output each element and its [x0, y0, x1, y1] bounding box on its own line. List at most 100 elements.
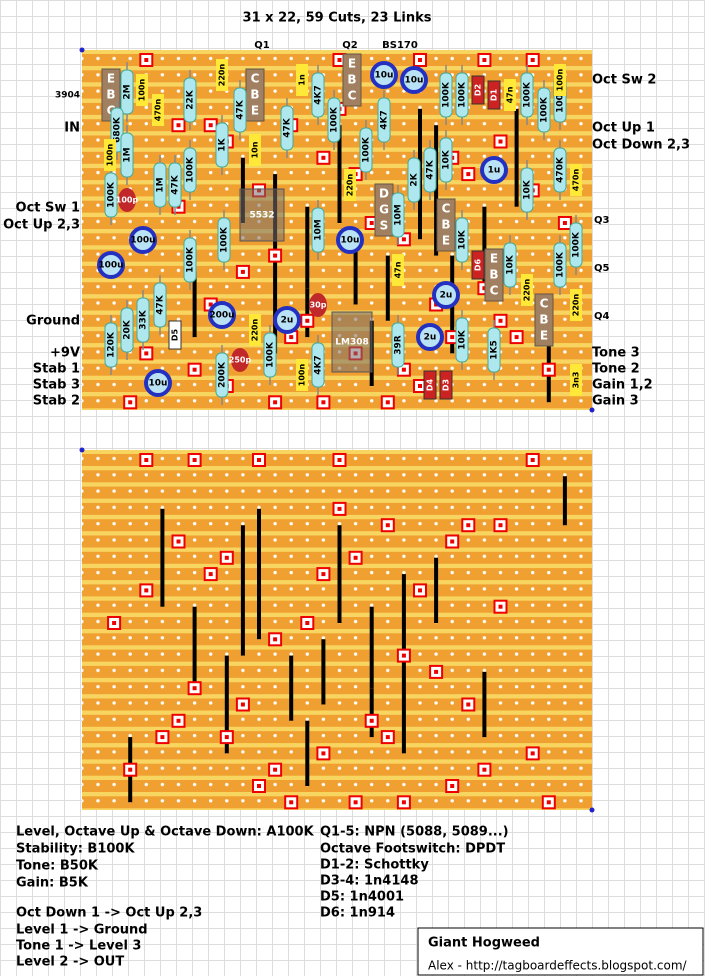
side-label: Tone 3 — [592, 346, 640, 361]
cut-center — [273, 767, 278, 772]
ic-label: 5532 — [249, 211, 274, 221]
ic-label: LM308 — [335, 338, 368, 348]
resistor-label: 100K — [556, 86, 566, 113]
cap-label: 220n — [218, 64, 227, 87]
resistor-label: 470K — [556, 156, 566, 183]
pin-label: B — [106, 88, 115, 102]
resistor-label: 10K — [458, 329, 468, 350]
side-label: +9V — [50, 346, 80, 361]
cut-center — [112, 621, 117, 625]
resistor — [455, 317, 469, 363]
cap-label: 470n — [154, 99, 163, 122]
cut-center — [321, 751, 326, 756]
electrolytic — [129, 226, 157, 254]
film-cap — [249, 134, 261, 166]
diode-label: D6 — [474, 258, 483, 271]
diode — [168, 320, 182, 350]
diode — [423, 370, 437, 400]
pin-label: B — [250, 88, 259, 102]
cut-center — [353, 555, 358, 560]
credit-title: Giant Hogweed — [428, 936, 540, 951]
resistor — [120, 307, 134, 353]
cut-center — [192, 686, 197, 691]
resistor-label: 10K — [523, 179, 533, 200]
resistor-label: 10K — [506, 254, 516, 275]
pin-label: E — [251, 104, 259, 118]
cut-center — [144, 351, 149, 356]
pin-label: C — [348, 89, 357, 103]
cut-center — [450, 784, 455, 788]
side-label: Gain 3 — [592, 394, 639, 409]
resistor-label: 47K — [283, 117, 293, 138]
resistor — [439, 137, 453, 183]
electrolytic-label: 10u — [375, 71, 394, 81]
cut-center — [176, 539, 181, 544]
title: 31 x 22, 59 Cuts, 23 Links — [243, 11, 432, 26]
ceramic-cap — [231, 348, 249, 372]
side-label: Oct Sw 2 — [592, 73, 656, 88]
side-label: Ground — [26, 314, 80, 329]
resistor-label: 4K7 — [380, 110, 390, 130]
cut-center — [401, 800, 406, 805]
film-cap — [554, 64, 566, 96]
cap-label: 47n — [506, 86, 515, 103]
cut-center — [530, 58, 535, 62]
electrolytic-label: 10u — [149, 379, 168, 389]
cut-center — [257, 784, 261, 788]
cap-label: 10n — [251, 141, 260, 158]
electrolytic-label: 2u — [281, 316, 294, 326]
resistor-label: 1K5 — [490, 340, 500, 360]
note: Level 2 -> OUT — [16, 955, 124, 970]
film-cap — [392, 254, 404, 286]
resistor-label: 100K — [523, 81, 533, 108]
resistor-label: 33K — [139, 309, 149, 330]
cut-center — [337, 458, 342, 462]
resistor — [120, 69, 134, 115]
cut-center — [192, 458, 197, 462]
resistor — [311, 72, 325, 118]
cut-center — [385, 400, 390, 405]
cut-center — [369, 221, 374, 225]
cut-center — [466, 172, 471, 177]
electrolytic — [144, 369, 172, 397]
resistor — [520, 167, 534, 213]
pin-label: E — [348, 57, 356, 71]
resistor-label: 100K — [330, 106, 340, 133]
cut-center — [176, 123, 181, 128]
cap-label: 470n — [572, 169, 581, 192]
resistor-label: 2K — [410, 172, 420, 186]
cut-center — [273, 400, 278, 405]
resistor — [280, 105, 294, 151]
resistor — [553, 147, 567, 193]
resistor — [120, 132, 134, 178]
pin-label: E — [442, 234, 450, 248]
stripboard — [79, 447, 595, 815]
resistor — [153, 162, 167, 208]
resistor — [423, 147, 437, 193]
resistor-label: 47K — [156, 294, 166, 315]
side-label: IN — [64, 121, 80, 136]
cap-label: 220n — [523, 279, 532, 302]
electrolytic — [416, 323, 444, 351]
cut-center — [482, 58, 487, 62]
film-cap — [136, 74, 148, 106]
ic — [239, 188, 285, 242]
resistor-label: 1K — [218, 137, 228, 151]
resistor-label: 47K — [426, 159, 436, 180]
film-cap — [296, 359, 308, 391]
diode-label: D2 — [474, 84, 483, 96]
electrolytic — [480, 156, 508, 184]
film-cap — [570, 289, 582, 321]
ic — [331, 311, 373, 373]
cap-label: 100n — [106, 144, 115, 167]
cut-center — [418, 384, 422, 388]
cap-label: 100n — [556, 69, 565, 92]
pin-label: E — [490, 252, 498, 266]
cut-center — [337, 58, 342, 62]
diode — [471, 250, 485, 280]
cut-center — [144, 458, 149, 462]
film-cap — [216, 59, 228, 91]
cap-label: 1n — [298, 74, 307, 86]
pin-label: B — [489, 268, 498, 282]
film-cap — [104, 139, 116, 171]
